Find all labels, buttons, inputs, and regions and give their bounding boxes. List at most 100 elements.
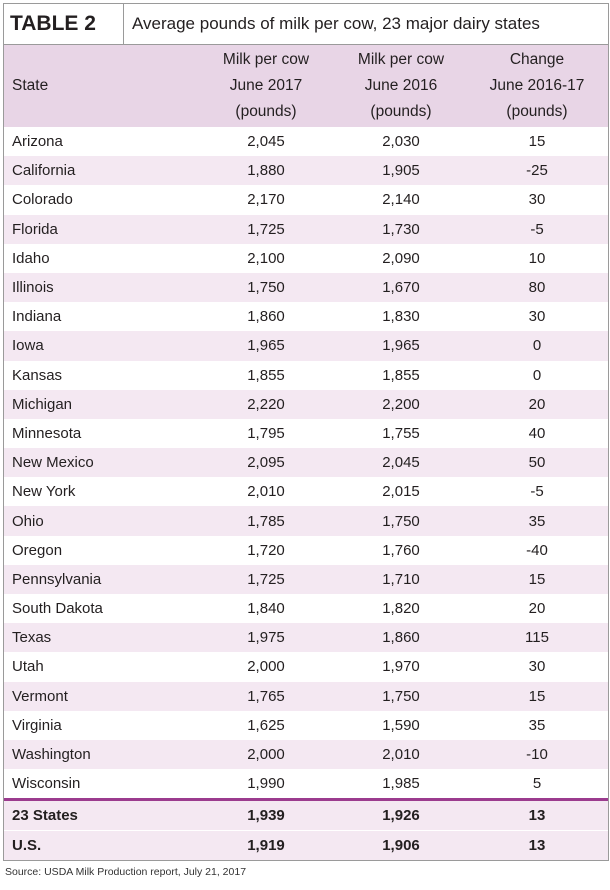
value-cell: 2,030 [382, 133, 420, 151]
header-row: State Milk per cow June 2017 (pounds) Milk p… [4, 45, 608, 127]
state-cell: Idaho [12, 249, 50, 267]
table-row: Illinois 1,750 1,670 80 [4, 272, 608, 303]
state-cell: Oregon [12, 541, 63, 559]
value-cell: 1,830 [382, 308, 420, 326]
value-cell: 1,905 [336, 156, 466, 186]
total-row: U.S. 1,919 1,906 13 [4, 830, 608, 861]
value-cell: 2,000 [247, 658, 285, 676]
state-cell: South Dakota [12, 600, 103, 618]
value-cell: 115 [466, 623, 608, 653]
table-row: Minnesota 1,795 1,755 40 [4, 419, 608, 448]
header-line: Change [509, 51, 565, 68]
value-cell: 1,860 [247, 308, 285, 326]
value-cell: 1,625 [247, 716, 285, 734]
value-cell: 2,200 [336, 389, 466, 419]
value-cell: 15 [528, 133, 546, 151]
value-cell: 5 [532, 775, 542, 793]
value-cell: 0 [466, 331, 608, 361]
state-cell: Indiana [12, 308, 62, 326]
value-cell: -5 [466, 214, 608, 244]
state-cell: U.S. [4, 830, 196, 861]
value-cell: 1,670 [336, 272, 466, 303]
value-cell: 1,750 [196, 272, 336, 303]
value-cell: 1,939 [196, 798, 336, 831]
header-line: State [12, 77, 49, 94]
value-cell: 50 [466, 448, 608, 478]
value-cell: 1,975 [196, 623, 336, 653]
value-cell: 0 [532, 366, 542, 384]
value-cell: 1,590 [382, 716, 420, 734]
value-cell: 13 [466, 830, 608, 861]
table-row: California 1,880 1,905 -25 [4, 156, 608, 186]
value-cell: 2,100 [247, 249, 285, 267]
header-line: (pounds) [370, 103, 432, 120]
value-cell: 40 [528, 424, 546, 442]
state-cell: Illinois [4, 272, 196, 303]
table-label: TABLE 2 [4, 4, 124, 44]
state-cell: Virginia [12, 716, 62, 734]
value-cell: 1,990 [247, 775, 285, 793]
value-cell: 1,926 [336, 798, 466, 831]
state-cell: Florida [4, 214, 196, 244]
value-cell: 30 [528, 658, 546, 676]
value-cell: 35 [528, 716, 546, 734]
value-cell: 13 [466, 798, 608, 831]
state-cell: Pennsylvania [4, 564, 196, 594]
column-header: Milk per cow June 2017 (pounds) [196, 45, 336, 127]
value-cell: 1,725 [196, 564, 336, 594]
table-row: Indiana 1,860 1,830 30 [4, 302, 608, 331]
table-row: New York 2,010 2,015 -5 [4, 477, 608, 506]
header-line: June 2016-17 [489, 77, 585, 94]
table-row: Texas 1,975 1,860 115 [4, 623, 608, 653]
table-row: Florida 1,725 1,730 -5 [4, 214, 608, 244]
value-cell: 1,785 [196, 506, 336, 536]
table-row: Oregon 1,720 1,760 -40 [4, 536, 608, 565]
state-cell: Vermont [4, 681, 196, 711]
value-cell: 1,880 [196, 156, 336, 186]
state-cell: Ohio [4, 506, 196, 536]
header-line: Milk per cow [222, 51, 310, 68]
value-cell: 1,795 [247, 424, 285, 442]
table-panel: TABLE 2 Average pounds of milk per cow, … [3, 3, 609, 862]
value-cell: 1,725 [196, 214, 336, 244]
value-cell: 15 [466, 564, 608, 594]
table-row: Vermont 1,765 1,750 15 [4, 681, 608, 711]
table-row: Washington 2,000 2,010 -10 [4, 739, 608, 770]
state-cell: New York [12, 483, 76, 501]
value-cell: 20 [528, 600, 546, 618]
value-cell: 1,985 [382, 775, 420, 793]
state-cell: New Mexico [4, 448, 196, 478]
table-row: Ohio 1,785 1,750 35 [4, 506, 608, 536]
header-line: (pounds) [235, 103, 297, 120]
value-cell: -5 [530, 483, 544, 501]
value-cell: 1,765 [196, 681, 336, 711]
value-cell: 1,906 [336, 830, 466, 861]
column-header: Milk per cow June 2016 (pounds) [336, 45, 466, 127]
header-line: June 2016 [364, 77, 438, 94]
value-cell: 30 [528, 308, 546, 326]
value-cell: -10 [466, 739, 608, 770]
value-cell: 80 [466, 272, 608, 303]
value-cell: 1,840 [247, 600, 285, 618]
value-cell: 10 [528, 249, 546, 267]
table-row: Pennsylvania 1,725 1,710 15 [4, 564, 608, 594]
state-cell: Michigan [4, 389, 196, 419]
value-cell: 1,710 [336, 564, 466, 594]
header-line: Milk per cow [357, 51, 445, 68]
value-cell: 1,855 [247, 366, 285, 384]
value-cell: 2,015 [382, 483, 420, 501]
value-cell: 2,220 [196, 389, 336, 419]
value-cell: 2,000 [196, 739, 336, 770]
value-cell: -40 [526, 541, 548, 559]
state-cell: Wisconsin [12, 775, 81, 793]
value-cell: 2,095 [196, 448, 336, 478]
state-cell: Arizona [12, 133, 63, 151]
table-row: New Mexico 2,095 2,045 50 [4, 448, 608, 478]
table-row: Kansas 1,855 1,855 0 [4, 361, 608, 390]
value-cell: 20 [466, 389, 608, 419]
table-row: Virginia 1,625 1,590 35 [4, 711, 608, 740]
table-row: Colorado 2,170 2,140 30 [4, 185, 608, 214]
state-cell: Utah [12, 658, 44, 676]
value-cell: 1,855 [382, 366, 420, 384]
